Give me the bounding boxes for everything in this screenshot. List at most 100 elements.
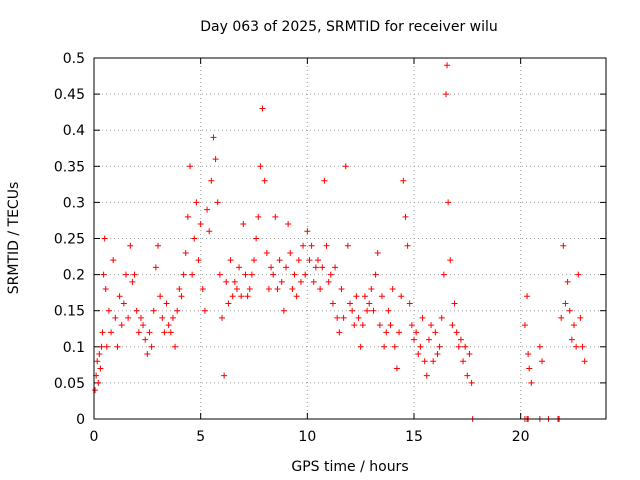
data-point	[344, 242, 351, 249]
x-tick-label: 0	[90, 429, 99, 445]
data-point	[140, 322, 147, 329]
data-point	[577, 314, 584, 321]
data-point	[558, 314, 565, 321]
data-point	[100, 271, 107, 278]
data-point	[434, 351, 441, 358]
x-tick-label: 10	[298, 429, 316, 445]
data-point	[289, 286, 296, 293]
data-point	[306, 257, 313, 264]
data-point	[157, 293, 164, 300]
data-point	[293, 293, 300, 300]
data-point	[526, 365, 533, 372]
data-point	[114, 343, 121, 350]
data-point	[165, 322, 172, 329]
axis-ticks: 0 0.05 0.1 0.15 0.2 0.25 0.3 0.35 0.4 0.45 0.5 0 5 10…	[54, 51, 606, 445]
data-point	[246, 286, 253, 293]
data-point	[383, 329, 390, 336]
data-point	[334, 314, 341, 321]
data-point	[368, 286, 375, 293]
data-point	[135, 329, 142, 336]
data-point	[353, 293, 360, 300]
data-point	[524, 293, 531, 300]
data-point	[460, 358, 467, 365]
data-point	[123, 271, 129, 278]
data-point	[144, 351, 151, 358]
data-point	[251, 257, 257, 264]
data-point	[257, 163, 264, 170]
data-point	[212, 156, 219, 163]
data-point	[227, 257, 234, 264]
data-point	[340, 314, 347, 321]
data-point	[229, 293, 236, 300]
data-point	[325, 278, 332, 285]
data-point	[206, 228, 213, 235]
data-point	[336, 329, 343, 336]
data-point	[116, 293, 123, 300]
y-tick-label: 0.4	[63, 123, 85, 139]
data-point	[312, 264, 319, 271]
data-point	[449, 322, 456, 329]
data-point	[214, 199, 221, 206]
data-point	[274, 286, 281, 293]
data-point	[445, 199, 452, 206]
data-point	[304, 228, 311, 235]
data-point	[525, 351, 532, 358]
data-point	[332, 264, 339, 271]
data-point	[255, 213, 262, 220]
data-point	[172, 343, 179, 350]
data-point	[204, 206, 211, 213]
data-point	[280, 307, 287, 314]
data-point	[120, 300, 127, 307]
y-tick-label: 0.5	[63, 51, 85, 67]
data-point	[415, 351, 422, 358]
y-tick-label: 0.15	[54, 304, 85, 320]
data-point	[210, 134, 217, 141]
data-point	[112, 314, 119, 321]
data-point	[146, 329, 153, 336]
data-point	[253, 235, 260, 242]
data-points	[92, 62, 588, 422]
data-point	[105, 307, 112, 314]
data-point	[417, 343, 424, 350]
data-point	[379, 293, 385, 300]
data-point	[270, 271, 277, 278]
data-point	[404, 242, 411, 249]
data-point	[366, 300, 373, 307]
data-point	[197, 221, 204, 228]
data-point	[263, 249, 270, 256]
data-point	[451, 300, 458, 307]
data-point	[291, 271, 298, 278]
data-point	[579, 343, 586, 350]
x-axis-label: GPS time / hours	[291, 459, 408, 475]
data-point	[308, 242, 315, 249]
data-point	[389, 286, 396, 293]
data-point	[419, 314, 426, 321]
data-point	[268, 264, 275, 271]
data-point	[103, 343, 110, 350]
data-point	[152, 264, 159, 271]
data-point	[238, 293, 245, 300]
data-point	[349, 307, 356, 314]
data-point	[92, 387, 99, 394]
data-point	[297, 278, 304, 285]
y-tick-label: 0.3	[63, 195, 85, 211]
data-point	[125, 314, 132, 321]
data-point	[364, 307, 371, 314]
data-point	[184, 213, 191, 220]
data-point	[169, 314, 176, 321]
data-point	[221, 372, 228, 379]
data-point	[361, 293, 368, 300]
data-point	[447, 257, 454, 264]
data-point	[201, 307, 208, 314]
y-tick-label: 0.35	[54, 159, 85, 175]
data-point	[539, 358, 545, 365]
data-point	[110, 257, 117, 264]
data-point	[101, 235, 108, 242]
data-point	[219, 314, 225, 321]
data-point	[148, 343, 155, 350]
data-point	[440, 271, 447, 278]
data-point	[129, 278, 136, 285]
data-point	[96, 351, 103, 358]
data-point	[581, 358, 588, 365]
